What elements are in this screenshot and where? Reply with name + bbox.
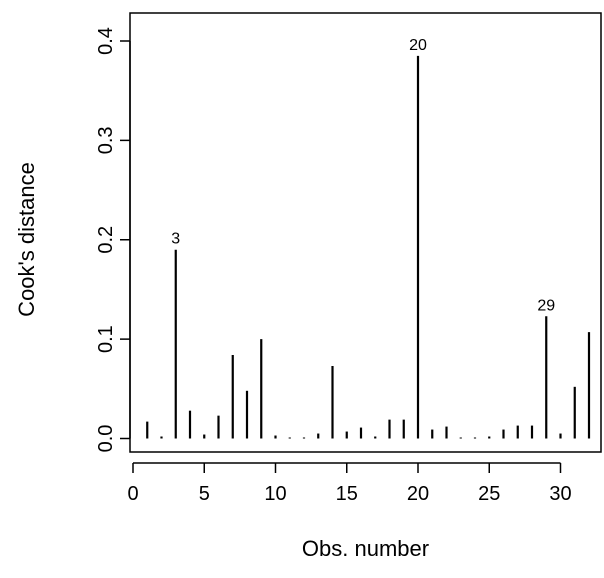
- x-tick-label: 0: [127, 483, 138, 505]
- point-labels: 3 20 29: [171, 37, 555, 314]
- plot-border: [129, 12, 602, 453]
- x-tick-label: 10: [264, 483, 286, 505]
- y-tick-label: 0.4: [95, 27, 117, 55]
- point-label: 20: [409, 37, 427, 54]
- x-tick-label: 30: [549, 483, 571, 505]
- spike-series: [146, 55, 591, 439]
- x-tick-label: 25: [478, 483, 500, 505]
- plot-frame: [129, 12, 602, 453]
- point-label: 29: [537, 297, 555, 314]
- x-axis-title: Obs. number: [302, 536, 429, 561]
- y-tick-label: 0.0: [95, 425, 117, 453]
- y-tick-label: 0.1: [95, 325, 117, 353]
- y-axis: 0.0 0.1 0.2 0.3 0.4: [95, 27, 131, 453]
- y-axis-title: Cook's distance: [14, 162, 39, 317]
- x-tick-label: 5: [199, 483, 210, 505]
- x-tick-label: 20: [407, 483, 429, 505]
- x-axis: 0 5 10 15 20 25 30: [127, 462, 572, 505]
- x-tick-label: 15: [336, 483, 358, 505]
- y-tick-label: 0.3: [95, 126, 117, 154]
- point-label: 3: [171, 231, 180, 248]
- y-tick-label: 0.2: [95, 226, 117, 254]
